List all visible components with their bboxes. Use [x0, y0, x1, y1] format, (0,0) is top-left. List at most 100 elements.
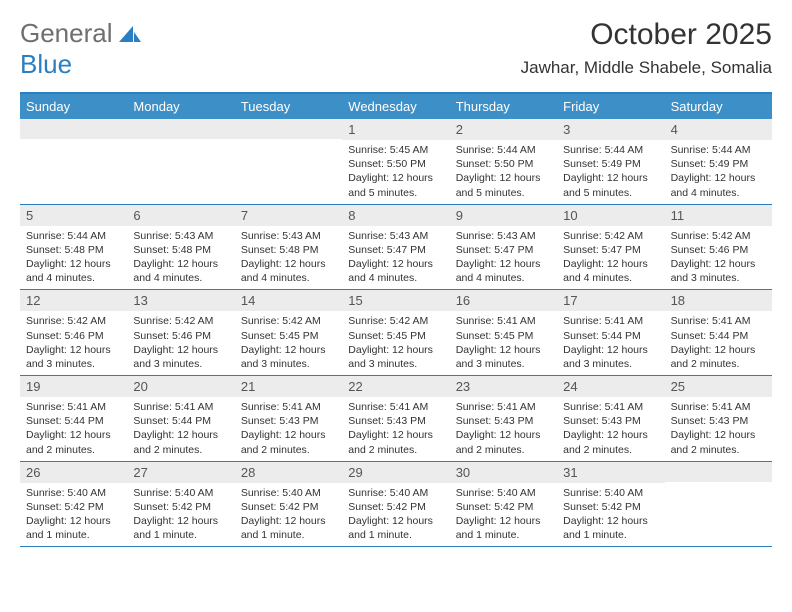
sunrise-text: Sunrise: 5:40 AM — [348, 486, 443, 500]
daylight-text: Daylight: 12 hours and 2 minutes. — [348, 428, 443, 456]
daylight-text: Daylight: 12 hours and 3 minutes. — [241, 343, 336, 371]
day-number: 29 — [342, 462, 449, 483]
sunrise-text: Sunrise: 5:43 AM — [241, 229, 336, 243]
day-number: 22 — [342, 376, 449, 397]
daylight-text: Daylight: 12 hours and 3 minutes. — [133, 343, 228, 371]
week-row: 1Sunrise: 5:45 AMSunset: 5:50 PMDaylight… — [20, 119, 772, 205]
logo-part2: Blue — [20, 49, 72, 79]
daylight-text: Daylight: 12 hours and 2 minutes. — [671, 428, 766, 456]
sunrise-text: Sunrise: 5:41 AM — [26, 400, 121, 414]
day-number: 13 — [127, 290, 234, 311]
sunset-text: Sunset: 5:42 PM — [563, 500, 658, 514]
logo-part1: General — [20, 18, 113, 48]
weekday-sunday: Sunday — [20, 94, 127, 119]
daylight-text: Daylight: 12 hours and 1 minute. — [456, 514, 551, 542]
day-body: Sunrise: 5:43 AMSunset: 5:47 PMDaylight:… — [342, 226, 449, 290]
weeks: 1Sunrise: 5:45 AMSunset: 5:50 PMDaylight… — [20, 119, 772, 547]
sunset-text: Sunset: 5:43 PM — [563, 414, 658, 428]
day-cell: 10Sunrise: 5:42 AMSunset: 5:47 PMDayligh… — [557, 205, 664, 290]
day-number: 7 — [235, 205, 342, 226]
sunset-text: Sunset: 5:45 PM — [456, 329, 551, 343]
day-cell: 26Sunrise: 5:40 AMSunset: 5:42 PMDayligh… — [20, 462, 127, 547]
daylight-text: Daylight: 12 hours and 2 minutes. — [671, 343, 766, 371]
day-cell: 31Sunrise: 5:40 AMSunset: 5:42 PMDayligh… — [557, 462, 664, 547]
title-block: October 2025 Jawhar, Middle Shabele, Som… — [521, 18, 772, 78]
day-body: Sunrise: 5:42 AMSunset: 5:45 PMDaylight:… — [342, 311, 449, 375]
day-body: Sunrise: 5:44 AMSunset: 5:49 PMDaylight:… — [557, 140, 664, 204]
week-row: 12Sunrise: 5:42 AMSunset: 5:46 PMDayligh… — [20, 290, 772, 376]
sunset-text: Sunset: 5:46 PM — [671, 243, 766, 257]
sunset-text: Sunset: 5:47 PM — [456, 243, 551, 257]
day-cell: 2Sunrise: 5:44 AMSunset: 5:50 PMDaylight… — [450, 119, 557, 204]
day-body: Sunrise: 5:44 AMSunset: 5:50 PMDaylight:… — [450, 140, 557, 204]
day-cell: 3Sunrise: 5:44 AMSunset: 5:49 PMDaylight… — [557, 119, 664, 204]
logo-text: General Blue — [20, 18, 141, 80]
sunset-text: Sunset: 5:43 PM — [241, 414, 336, 428]
day-body: Sunrise: 5:42 AMSunset: 5:47 PMDaylight:… — [557, 226, 664, 290]
sunset-text: Sunset: 5:50 PM — [348, 157, 443, 171]
sunrise-text: Sunrise: 5:41 AM — [348, 400, 443, 414]
weekday-tuesday: Tuesday — [235, 94, 342, 119]
day-number: 3 — [557, 119, 664, 140]
daylight-text: Daylight: 12 hours and 3 minutes. — [456, 343, 551, 371]
sunset-text: Sunset: 5:47 PM — [348, 243, 443, 257]
sunset-text: Sunset: 5:48 PM — [133, 243, 228, 257]
sunrise-text: Sunrise: 5:40 AM — [241, 486, 336, 500]
sunrise-text: Sunrise: 5:41 AM — [563, 314, 658, 328]
logo-sail-icon — [119, 26, 141, 47]
day-number: 23 — [450, 376, 557, 397]
sunrise-text: Sunrise: 5:41 AM — [456, 314, 551, 328]
sunset-text: Sunset: 5:47 PM — [563, 243, 658, 257]
daylight-text: Daylight: 12 hours and 5 minutes. — [456, 171, 551, 199]
day-body: Sunrise: 5:40 AMSunset: 5:42 PMDaylight:… — [342, 483, 449, 547]
day-number: 15 — [342, 290, 449, 311]
day-body: Sunrise: 5:41 AMSunset: 5:43 PMDaylight:… — [342, 397, 449, 461]
day-number — [20, 119, 127, 139]
daylight-text: Daylight: 12 hours and 1 minute. — [26, 514, 121, 542]
sunset-text: Sunset: 5:44 PM — [671, 329, 766, 343]
day-body: Sunrise: 5:40 AMSunset: 5:42 PMDaylight:… — [450, 483, 557, 547]
sunrise-text: Sunrise: 5:43 AM — [456, 229, 551, 243]
weekday-friday: Friday — [557, 94, 664, 119]
day-number: 4 — [665, 119, 772, 140]
day-body: Sunrise: 5:41 AMSunset: 5:43 PMDaylight:… — [450, 397, 557, 461]
day-cell: 15Sunrise: 5:42 AMSunset: 5:45 PMDayligh… — [342, 290, 449, 375]
sunset-text: Sunset: 5:44 PM — [563, 329, 658, 343]
day-number: 1 — [342, 119, 449, 140]
day-body: Sunrise: 5:40 AMSunset: 5:42 PMDaylight:… — [235, 483, 342, 547]
daylight-text: Daylight: 12 hours and 4 minutes. — [563, 257, 658, 285]
day-cell: 25Sunrise: 5:41 AMSunset: 5:43 PMDayligh… — [665, 376, 772, 461]
day-number: 19 — [20, 376, 127, 397]
day-number: 31 — [557, 462, 664, 483]
day-cell: 27Sunrise: 5:40 AMSunset: 5:42 PMDayligh… — [127, 462, 234, 547]
day-body: Sunrise: 5:41 AMSunset: 5:43 PMDaylight:… — [557, 397, 664, 461]
sunset-text: Sunset: 5:42 PM — [348, 500, 443, 514]
daylight-text: Daylight: 12 hours and 1 minute. — [133, 514, 228, 542]
day-number: 10 — [557, 205, 664, 226]
daylight-text: Daylight: 12 hours and 4 minutes. — [26, 257, 121, 285]
day-cell — [127, 119, 234, 204]
sunrise-text: Sunrise: 5:41 AM — [456, 400, 551, 414]
day-cell: 23Sunrise: 5:41 AMSunset: 5:43 PMDayligh… — [450, 376, 557, 461]
day-body: Sunrise: 5:44 AMSunset: 5:48 PMDaylight:… — [20, 226, 127, 290]
daylight-text: Daylight: 12 hours and 3 minutes. — [26, 343, 121, 371]
sunset-text: Sunset: 5:44 PM — [133, 414, 228, 428]
daylight-text: Daylight: 12 hours and 1 minute. — [348, 514, 443, 542]
day-body: Sunrise: 5:41 AMSunset: 5:44 PMDaylight:… — [665, 311, 772, 375]
day-cell: 5Sunrise: 5:44 AMSunset: 5:48 PMDaylight… — [20, 205, 127, 290]
daylight-text: Daylight: 12 hours and 3 minutes. — [671, 257, 766, 285]
day-cell: 12Sunrise: 5:42 AMSunset: 5:46 PMDayligh… — [20, 290, 127, 375]
day-number: 16 — [450, 290, 557, 311]
day-number: 2 — [450, 119, 557, 140]
sunrise-text: Sunrise: 5:40 AM — [456, 486, 551, 500]
daylight-text: Daylight: 12 hours and 1 minute. — [241, 514, 336, 542]
daylight-text: Daylight: 12 hours and 4 minutes. — [671, 171, 766, 199]
day-cell: 7Sunrise: 5:43 AMSunset: 5:48 PMDaylight… — [235, 205, 342, 290]
day-number: 25 — [665, 376, 772, 397]
sunrise-text: Sunrise: 5:42 AM — [133, 314, 228, 328]
day-number: 5 — [20, 205, 127, 226]
day-body: Sunrise: 5:42 AMSunset: 5:46 PMDaylight:… — [665, 226, 772, 290]
day-cell: 19Sunrise: 5:41 AMSunset: 5:44 PMDayligh… — [20, 376, 127, 461]
sunset-text: Sunset: 5:45 PM — [348, 329, 443, 343]
day-number: 12 — [20, 290, 127, 311]
